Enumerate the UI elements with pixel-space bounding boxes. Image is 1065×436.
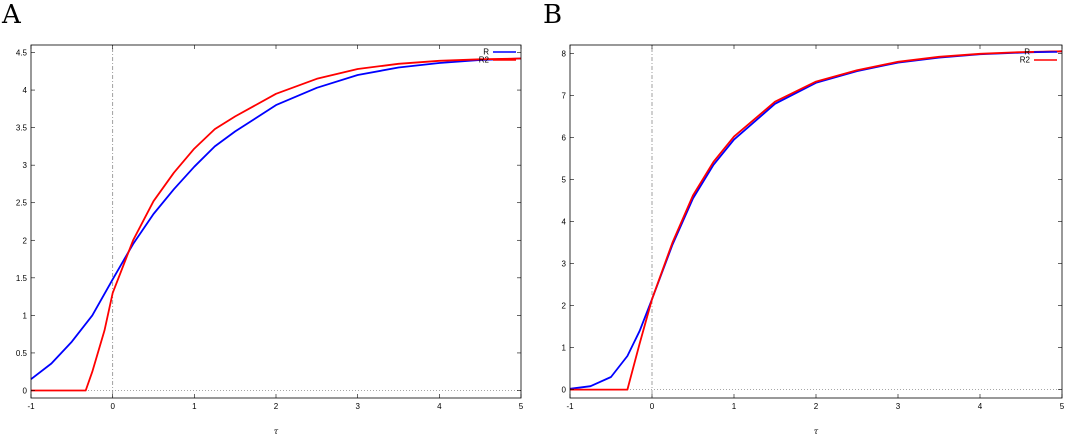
x-tick-label: 2 — [274, 402, 279, 411]
legend-label-r: R — [483, 48, 489, 57]
x-tick-label: 4 — [437, 402, 442, 411]
y-tick-label: 1 — [23, 311, 28, 320]
series-line-r — [569, 50, 1063, 390]
x-axis-title: τ — [814, 427, 819, 436]
y-tick-label: 8 — [562, 49, 567, 58]
y-tick-label: 1 — [562, 344, 567, 353]
panel-label-a: A — [2, 0, 21, 30]
y-tick-label: 0 — [562, 386, 567, 395]
x-tick-label: 3 — [355, 402, 360, 411]
y-tick-label: 4 — [23, 86, 28, 95]
x-tick-label: 1 — [732, 402, 737, 411]
y-tick-label: 1.5 — [16, 274, 28, 283]
y-tick-label: 5 — [562, 175, 567, 184]
y-tick-label: 2.5 — [16, 199, 28, 208]
x-tick-label: 1 — [192, 402, 197, 411]
y-tick-label: 2 — [562, 302, 567, 311]
panel-label-b: B — [543, 0, 563, 30]
series-line-r — [30, 57, 522, 380]
y-tick-label: 4.5 — [16, 49, 28, 58]
x-tick-label: 2 — [814, 402, 819, 411]
y-tick-label: 0 — [23, 386, 28, 395]
y-tick-label: 3 — [23, 161, 28, 170]
plot-frame — [569, 44, 1063, 399]
y-tick-label: 7 — [562, 91, 567, 100]
y-tick-label: 4 — [562, 218, 567, 227]
x-tick-label: 3 — [896, 402, 901, 411]
series-line-r2 — [570, 50, 1063, 391]
y-tick-label: 6 — [562, 133, 567, 142]
x-tick-label: -1 — [27, 402, 35, 411]
x-tick-label: 0 — [110, 402, 115, 411]
x-tick-label: 0 — [650, 402, 655, 411]
y-tick-label: 3 — [562, 260, 567, 269]
x-axis-title: τ — [274, 427, 279, 436]
y-tick-label: 2 — [23, 236, 28, 245]
series-line-r2 — [31, 57, 522, 392]
x-tick-label: 4 — [978, 402, 983, 411]
legend-label-r2: R2 — [479, 56, 490, 65]
legend-label-r: R — [1024, 48, 1030, 57]
y-tick-label: 0.5 — [16, 349, 28, 358]
x-tick-label: 5 — [1060, 402, 1065, 411]
legend-label-r2: R2 — [1020, 56, 1031, 65]
x-tick-label: 5 — [519, 402, 524, 411]
x-tick-label: -1 — [566, 402, 574, 411]
y-tick-label: 3.5 — [16, 124, 28, 133]
